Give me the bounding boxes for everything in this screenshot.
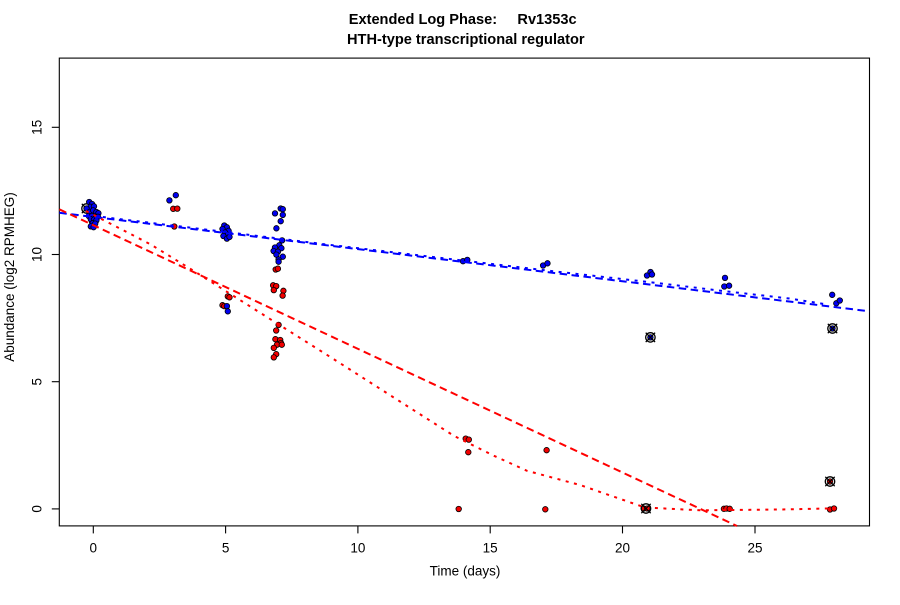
svg-text:0: 0	[30, 505, 45, 513]
svg-text:10: 10	[350, 541, 365, 556]
svg-text:10: 10	[30, 247, 45, 262]
svg-text:15: 15	[483, 541, 498, 556]
svg-text:20: 20	[615, 541, 630, 556]
svg-text:Time (days): Time (days)	[430, 564, 501, 579]
svg-text:0: 0	[90, 541, 98, 556]
svg-text:Abundance (log2 RPMHEG): Abundance (log2 RPMHEG)	[2, 192, 17, 362]
svg-text:5: 5	[30, 378, 45, 386]
svg-text:15: 15	[30, 120, 45, 135]
svg-text:Extended Log Phase: Rv1353: Extended Log Phase: Rv1353c	[349, 12, 577, 28]
svg-text:25: 25	[747, 541, 762, 556]
svg-text:HTH-type transcriptional regul: HTH-type transcriptional regulator	[347, 32, 585, 48]
svg-text:5: 5	[222, 541, 230, 556]
